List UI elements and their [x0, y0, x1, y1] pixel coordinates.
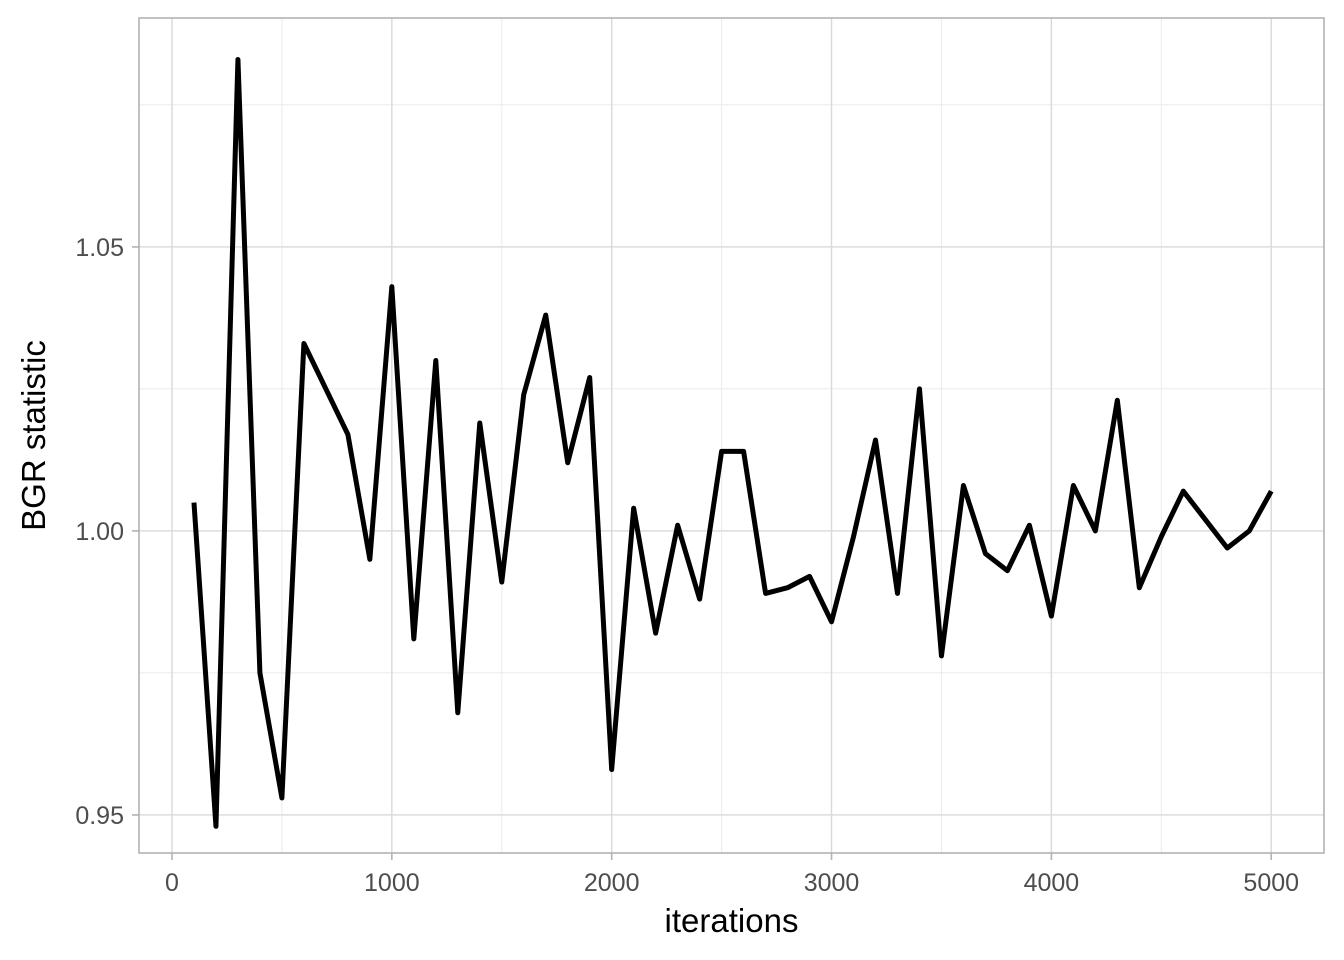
- x-tick-label: 4000: [1024, 869, 1080, 897]
- y-axis-title: BGR statistic: [15, 340, 52, 531]
- plot-panel-border: [138, 17, 1325, 854]
- y-tick-label: 1.05: [75, 234, 124, 262]
- y-tick-label: 0.95: [75, 802, 124, 830]
- x-axis: 0 1000 2000 3000 4000 5000: [165, 853, 1299, 897]
- x-tick-label: 2000: [584, 869, 640, 897]
- major-gridlines: [139, 18, 1324, 853]
- x-tick-label: 5000: [1243, 869, 1299, 897]
- x-tick-label: 3000: [804, 869, 860, 897]
- x-axis-title: iterations: [665, 902, 799, 939]
- series-layer: [191, 56, 1274, 829]
- y-tick-label: 1.00: [75, 518, 124, 546]
- x-tick-label: 1000: [364, 869, 420, 897]
- minor-gridlines: [139, 18, 1324, 853]
- x-tick-label: 0: [165, 869, 179, 897]
- series-line: [191, 56, 1274, 829]
- y-axis: 0.95 1.00 1.05: [75, 234, 139, 830]
